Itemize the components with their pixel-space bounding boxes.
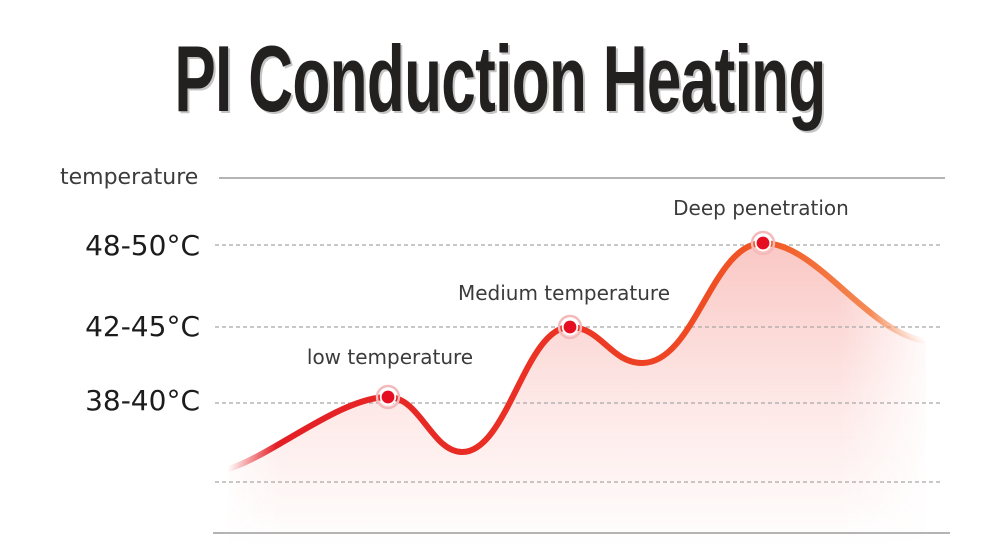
- area-fill: [228, 243, 926, 548]
- annotation-low-temperature: low temperature: [306, 345, 474, 369]
- y-tick-38-40: 38-40°C: [85, 384, 200, 417]
- y-axis-title: temperature: [60, 165, 199, 190]
- y-tick-42-45: 42-45°C: [85, 310, 200, 343]
- page-title: PI Conduction Heating: [174, 26, 826, 131]
- annotation-medium-temperature: Medium temperature: [457, 281, 671, 305]
- annotation-deep-penetration: Deep penetration: [673, 196, 849, 220]
- peak-marker-low: [375, 384, 401, 410]
- peak-marker-deep: [750, 230, 776, 256]
- y-tick-48-50: 48-50°C: [85, 229, 200, 262]
- peak-marker-medium: [557, 314, 583, 340]
